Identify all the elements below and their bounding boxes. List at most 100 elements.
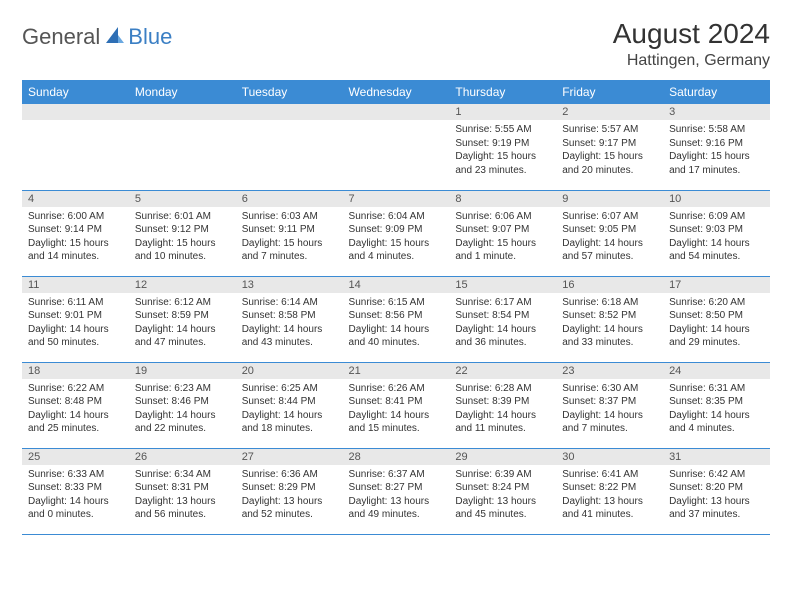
calendar-week-row: 25Sunrise: 6:33 AMSunset: 8:33 PMDayligh… <box>22 448 770 534</box>
sunrise-line: Sunrise: 6:41 AM <box>562 468 657 482</box>
sunset-line: Sunset: 9:16 PM <box>669 137 764 151</box>
calendar-day-cell: 7Sunrise: 6:04 AMSunset: 9:09 PMDaylight… <box>343 190 450 276</box>
calendar-week-row: 11Sunrise: 6:11 AMSunset: 9:01 PMDayligh… <box>22 276 770 362</box>
calendar-day-cell: 16Sunrise: 6:18 AMSunset: 8:52 PMDayligh… <box>556 276 663 362</box>
sunrise-line: Sunrise: 6:20 AM <box>669 296 764 310</box>
daylight-line: Daylight: 13 hours and 45 minutes. <box>455 495 550 522</box>
daylight-line: Daylight: 14 hours and 33 minutes. <box>562 323 657 350</box>
sunrise-line: Sunrise: 6:39 AM <box>455 468 550 482</box>
daylight-line: Daylight: 15 hours and 20 minutes. <box>562 150 657 177</box>
header: General Blue August 2024 Hattingen, Germ… <box>22 18 770 70</box>
daylight-line: Daylight: 14 hours and 22 minutes. <box>135 409 230 436</box>
sunset-line: Sunset: 9:09 PM <box>349 223 444 237</box>
daylight-line: Daylight: 14 hours and 47 minutes. <box>135 323 230 350</box>
daylight-line: Daylight: 13 hours and 49 minutes. <box>349 495 444 522</box>
calendar-day-cell: 20Sunrise: 6:25 AMSunset: 8:44 PMDayligh… <box>236 362 343 448</box>
day-content: Sunrise: 6:14 AMSunset: 8:58 PMDaylight:… <box>236 293 343 354</box>
calendar-week-row: 18Sunrise: 6:22 AMSunset: 8:48 PMDayligh… <box>22 362 770 448</box>
sunset-line: Sunset: 8:29 PM <box>242 481 337 495</box>
day-number: 10 <box>663 191 770 207</box>
calendar-day-cell: 14Sunrise: 6:15 AMSunset: 8:56 PMDayligh… <box>343 276 450 362</box>
calendar-day-cell: 24Sunrise: 6:31 AMSunset: 8:35 PMDayligh… <box>663 362 770 448</box>
daylight-line: Daylight: 15 hours and 4 minutes. <box>349 237 444 264</box>
weekday-header: Sunday <box>22 80 129 104</box>
day-number: 24 <box>663 363 770 379</box>
sunrise-line: Sunrise: 6:07 AM <box>562 210 657 224</box>
sunrise-line: Sunrise: 6:28 AM <box>455 382 550 396</box>
calendar-day-cell: 23Sunrise: 6:30 AMSunset: 8:37 PMDayligh… <box>556 362 663 448</box>
calendar-week-row: 1Sunrise: 5:55 AMSunset: 9:19 PMDaylight… <box>22 104 770 190</box>
sunrise-line: Sunrise: 6:25 AM <box>242 382 337 396</box>
day-content: Sunrise: 6:33 AMSunset: 8:33 PMDaylight:… <box>22 465 129 526</box>
day-number <box>129 104 236 120</box>
day-number: 4 <box>22 191 129 207</box>
sunrise-line: Sunrise: 6:15 AM <box>349 296 444 310</box>
day-number: 3 <box>663 104 770 120</box>
calendar-day-cell: 27Sunrise: 6:36 AMSunset: 8:29 PMDayligh… <box>236 448 343 534</box>
daylight-line: Daylight: 14 hours and 11 minutes. <box>455 409 550 436</box>
location-text: Hattingen, Germany <box>613 52 770 70</box>
sunset-line: Sunset: 9:01 PM <box>28 309 123 323</box>
day-content: Sunrise: 6:31 AMSunset: 8:35 PMDaylight:… <box>663 379 770 440</box>
sunset-line: Sunset: 9:03 PM <box>669 223 764 237</box>
sunrise-line: Sunrise: 6:34 AM <box>135 468 230 482</box>
brand-logo: General Blue <box>22 24 172 50</box>
calendar-day-cell: 1Sunrise: 5:55 AMSunset: 9:19 PMDaylight… <box>449 104 556 190</box>
calendar-day-cell: 13Sunrise: 6:14 AMSunset: 8:58 PMDayligh… <box>236 276 343 362</box>
calendar-day-cell: 8Sunrise: 6:06 AMSunset: 9:07 PMDaylight… <box>449 190 556 276</box>
day-content <box>129 120 236 127</box>
day-number: 27 <box>236 449 343 465</box>
brand-text-blue: Blue <box>128 24 172 50</box>
day-content: Sunrise: 6:15 AMSunset: 8:56 PMDaylight:… <box>343 293 450 354</box>
calendar-day-cell: 30Sunrise: 6:41 AMSunset: 8:22 PMDayligh… <box>556 448 663 534</box>
day-content: Sunrise: 6:39 AMSunset: 8:24 PMDaylight:… <box>449 465 556 526</box>
daylight-line: Daylight: 14 hours and 57 minutes. <box>562 237 657 264</box>
day-content: Sunrise: 6:03 AMSunset: 9:11 PMDaylight:… <box>236 207 343 268</box>
day-content: Sunrise: 5:58 AMSunset: 9:16 PMDaylight:… <box>663 120 770 181</box>
calendar-day-cell: 6Sunrise: 6:03 AMSunset: 9:11 PMDaylight… <box>236 190 343 276</box>
day-content: Sunrise: 6:22 AMSunset: 8:48 PMDaylight:… <box>22 379 129 440</box>
calendar-day-cell: 29Sunrise: 6:39 AMSunset: 8:24 PMDayligh… <box>449 448 556 534</box>
sunrise-line: Sunrise: 6:03 AM <box>242 210 337 224</box>
sunset-line: Sunset: 9:19 PM <box>455 137 550 151</box>
day-number: 16 <box>556 277 663 293</box>
sunset-line: Sunset: 8:33 PM <box>28 481 123 495</box>
calendar-table: SundayMondayTuesdayWednesdayThursdayFrid… <box>22 80 770 535</box>
day-number <box>236 104 343 120</box>
daylight-line: Daylight: 15 hours and 10 minutes. <box>135 237 230 264</box>
daylight-line: Daylight: 14 hours and 43 minutes. <box>242 323 337 350</box>
daylight-line: Daylight: 13 hours and 52 minutes. <box>242 495 337 522</box>
sunset-line: Sunset: 8:50 PM <box>669 309 764 323</box>
daylight-line: Daylight: 14 hours and 36 minutes. <box>455 323 550 350</box>
day-number: 11 <box>22 277 129 293</box>
day-content: Sunrise: 6:04 AMSunset: 9:09 PMDaylight:… <box>343 207 450 268</box>
day-number: 6 <box>236 191 343 207</box>
sunset-line: Sunset: 8:52 PM <box>562 309 657 323</box>
sunset-line: Sunset: 8:58 PM <box>242 309 337 323</box>
sunset-line: Sunset: 8:39 PM <box>455 395 550 409</box>
day-number: 7 <box>343 191 450 207</box>
weekday-header: Monday <box>129 80 236 104</box>
daylight-line: Daylight: 14 hours and 7 minutes. <box>562 409 657 436</box>
day-content: Sunrise: 6:01 AMSunset: 9:12 PMDaylight:… <box>129 207 236 268</box>
sunset-line: Sunset: 8:37 PM <box>562 395 657 409</box>
daylight-line: Daylight: 13 hours and 37 minutes. <box>669 495 764 522</box>
day-content: Sunrise: 6:25 AMSunset: 8:44 PMDaylight:… <box>236 379 343 440</box>
calendar-day-cell <box>236 104 343 190</box>
calendar-day-cell: 2Sunrise: 5:57 AMSunset: 9:17 PMDaylight… <box>556 104 663 190</box>
sunrise-line: Sunrise: 6:00 AM <box>28 210 123 224</box>
day-content: Sunrise: 6:41 AMSunset: 8:22 PMDaylight:… <box>556 465 663 526</box>
sunset-line: Sunset: 8:35 PM <box>669 395 764 409</box>
day-number: 20 <box>236 363 343 379</box>
sunset-line: Sunset: 8:54 PM <box>455 309 550 323</box>
day-number: 2 <box>556 104 663 120</box>
day-content: Sunrise: 6:36 AMSunset: 8:29 PMDaylight:… <box>236 465 343 526</box>
sunset-line: Sunset: 9:11 PM <box>242 223 337 237</box>
sunset-line: Sunset: 8:48 PM <box>28 395 123 409</box>
sunrise-line: Sunrise: 5:57 AM <box>562 123 657 137</box>
day-number: 8 <box>449 191 556 207</box>
sunrise-line: Sunrise: 5:55 AM <box>455 123 550 137</box>
daylight-line: Daylight: 14 hours and 0 minutes. <box>28 495 123 522</box>
calendar-day-cell: 25Sunrise: 6:33 AMSunset: 8:33 PMDayligh… <box>22 448 129 534</box>
calendar-week-row: 4Sunrise: 6:00 AMSunset: 9:14 PMDaylight… <box>22 190 770 276</box>
